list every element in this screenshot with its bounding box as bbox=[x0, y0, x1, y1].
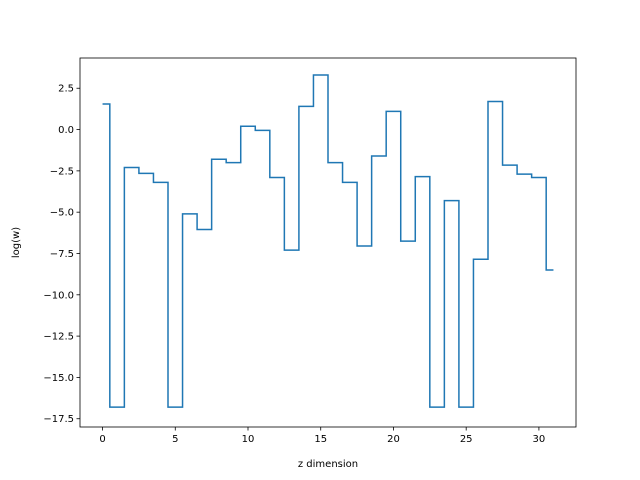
y-tick-label: −10.0 bbox=[43, 290, 74, 301]
y-tick-label: 2.5 bbox=[58, 84, 74, 95]
axis-ticks: 0 5 10 15 20 25 30 2.5 0.0 −2.5 −5.0 −7.5 −10.0 −12.5… bbox=[43, 84, 545, 445]
x-tick-label: 15 bbox=[314, 434, 327, 445]
y-tick-label: 0.0 bbox=[58, 125, 74, 136]
x-tick-label: 0 bbox=[99, 434, 105, 445]
plot-area bbox=[79, 57, 577, 428]
x-tick-label: 10 bbox=[242, 434, 255, 445]
x-axis-label: z dimension bbox=[298, 459, 358, 470]
y-tick-label: −7.5 bbox=[50, 249, 74, 260]
x-tick-label: 30 bbox=[533, 434, 546, 445]
y-tick-label: −17.5 bbox=[43, 414, 74, 425]
x-tick-label: 20 bbox=[387, 434, 400, 445]
y-tick-label: −5.0 bbox=[50, 208, 74, 219]
x-tick-label: 5 bbox=[172, 434, 178, 445]
x-tick-label: 25 bbox=[460, 434, 473, 445]
y-axis-label: log(w) bbox=[11, 227, 22, 258]
y-tick-label: −12.5 bbox=[43, 332, 74, 343]
y-tick-label: −2.5 bbox=[50, 166, 74, 177]
y-tick-label: −15.0 bbox=[43, 373, 74, 384]
series-line bbox=[102, 74, 554, 408]
